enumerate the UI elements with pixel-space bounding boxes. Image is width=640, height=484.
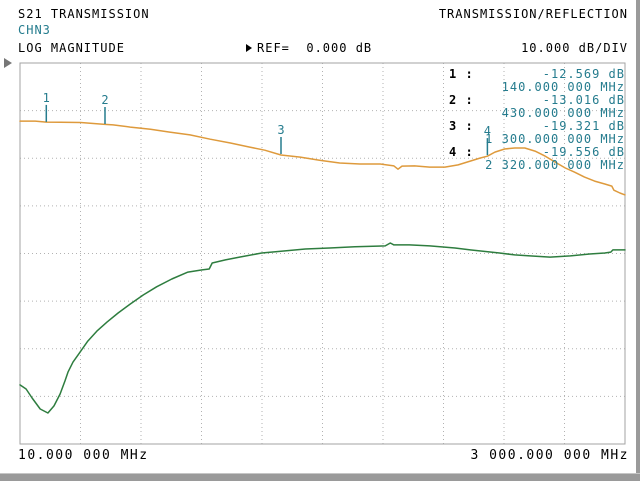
marker-number: 4 : bbox=[449, 145, 474, 159]
marker-readout-row: 4 : -19.556 dB bbox=[449, 146, 625, 159]
marker-trace-number: 2 bbox=[101, 93, 108, 107]
marker-readout-row: 2 : -13.016 dB bbox=[449, 94, 625, 107]
ref-level-text: REF= 0.000 dB bbox=[257, 41, 373, 55]
marker-readout-row: 1 : -12.569 dB bbox=[449, 68, 625, 81]
marker-readout-panel: 1 : -12.569 dB 140.000 000 MHz 2 : -13.016… bbox=[449, 68, 625, 172]
marker-db-value: -19.321 dB bbox=[542, 119, 625, 133]
marker-trace-number: 3 bbox=[277, 123, 284, 137]
marker-db-value: -19.556 dB bbox=[542, 145, 625, 159]
scale-per-div-label: 10.000 dB/DIV bbox=[521, 41, 628, 55]
measurement-title: S21 TRANSMISSION bbox=[18, 7, 150, 21]
window-right-border bbox=[636, 0, 640, 480]
start-frequency-label: 10.000 000 MHz bbox=[18, 448, 149, 463]
marker-freq-value: 2 320.000 000 MHz bbox=[485, 158, 625, 172]
graticule-border bbox=[19, 62, 626, 445]
mode-title: TRANSMISSION/REFLECTION bbox=[438, 7, 628, 21]
trace1-s21-logmag bbox=[19, 120, 626, 196]
stop-frequency-label: 3 000.000 000 MHz bbox=[470, 448, 629, 463]
marker-number: 2 : bbox=[449, 93, 474, 107]
marker-number: 3 : bbox=[449, 119, 474, 133]
ref-position-arrow-icon bbox=[4, 58, 12, 68]
format-label: LOG MAGNITUDE bbox=[18, 41, 125, 55]
marker-number: 1 : bbox=[449, 67, 474, 81]
trace2 bbox=[19, 242, 626, 414]
marker-readout-row: 3 : -19.321 dB bbox=[449, 120, 625, 133]
marker-db-value: -13.016 dB bbox=[542, 93, 625, 107]
ref-arrow-icon bbox=[246, 44, 252, 52]
marker-freq-value: 140.000 000 MHz bbox=[501, 80, 625, 94]
marker-freq-value: 1 300.000 000 MHz bbox=[485, 132, 625, 146]
window-bottom-border bbox=[0, 473, 640, 481]
channel-label: CHN3 bbox=[18, 23, 51, 37]
marker-trace-number: 1 bbox=[43, 91, 50, 105]
marker-db-value: -12.569 dB bbox=[542, 67, 625, 81]
marker-trace-number: 4 bbox=[484, 124, 491, 138]
ref-level-readout: REF= 0.000 dB bbox=[246, 41, 372, 55]
marker-freq-value: 430.000 000 MHz bbox=[501, 106, 625, 120]
